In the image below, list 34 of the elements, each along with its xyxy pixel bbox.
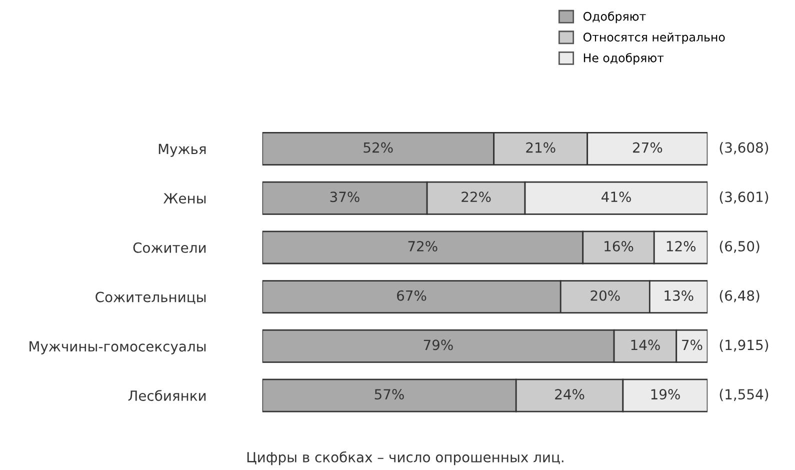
data-label: 20% xyxy=(590,290,620,301)
data-label: 22% xyxy=(462,192,491,202)
legend-label: Одобряют xyxy=(583,11,646,24)
text: (1,554) xyxy=(720,388,768,402)
y-tick-label: Сожители xyxy=(133,242,206,253)
data-label: 24% xyxy=(555,389,584,400)
data-label: 79% xyxy=(424,340,453,350)
text: (6,48) xyxy=(720,290,760,302)
text: (3,608) xyxy=(720,142,768,154)
legend-label: Не одобряют xyxy=(584,52,664,65)
text: Цифры в скобках – число опрошенных лиц. xyxy=(247,451,564,466)
data-label: 57% xyxy=(374,389,404,400)
data-label: 27% xyxy=(633,142,662,153)
data-label: 19% xyxy=(651,389,680,400)
text: (3,601) xyxy=(720,191,768,204)
data-label: 12% xyxy=(666,240,696,252)
y-tick-label: Сожительницы xyxy=(96,292,206,304)
data-label: 72% xyxy=(408,240,438,252)
data-label: 52% xyxy=(364,142,393,153)
legend-label: Относятся нейтрально xyxy=(583,32,725,44)
data-label: 21% xyxy=(526,142,556,153)
data-label: 67% xyxy=(397,290,426,301)
data-label: 13% xyxy=(664,290,694,301)
data-label: 7% xyxy=(682,340,702,350)
y-tick-label: Жены xyxy=(164,193,206,204)
text: (6,50) xyxy=(720,240,760,254)
y-tick-label: Лесбиянки xyxy=(128,390,206,401)
y-tick-label: Мужчины-гомосексуалы xyxy=(30,341,206,354)
data-label: 16% xyxy=(604,240,634,252)
y-tick-label: Мужья xyxy=(158,144,206,157)
data-label: 37% xyxy=(330,192,360,202)
text: (1,915) xyxy=(720,339,768,352)
data-label: 14% xyxy=(631,340,660,350)
data-label: 41% xyxy=(602,192,631,202)
